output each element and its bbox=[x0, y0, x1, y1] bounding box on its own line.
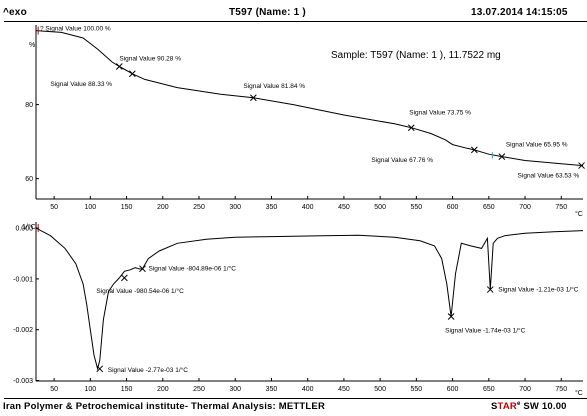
y-tick-label: 60 bbox=[25, 176, 33, 183]
software-prefix: S bbox=[491, 401, 498, 413]
tga-marker-label: Signal Value 63.53 % bbox=[518, 173, 580, 180]
tga-marker bbox=[578, 162, 585, 169]
x-axis-label: °C bbox=[575, 210, 583, 218]
data-line-dtg bbox=[35, 227, 584, 371]
x-tick-label: 150 bbox=[121, 204, 133, 211]
x-tick-label: 250 bbox=[193, 386, 205, 393]
x-tick-label: 450 bbox=[338, 204, 350, 211]
tga-marker-label: Signal Value 88.33 % bbox=[50, 81, 112, 88]
institute-label: Iran Polymer & Petrochemical institute- … bbox=[3, 401, 326, 412]
y-tick-label: 0.000 bbox=[15, 226, 33, 233]
x-tick-label: 300 bbox=[229, 204, 241, 211]
x-tick-label: 200 bbox=[157, 386, 169, 393]
y-tick-label: -0.002 bbox=[13, 327, 33, 334]
software-sup: e bbox=[516, 401, 521, 407]
x-tick-label: 600 bbox=[447, 204, 459, 211]
x-tick-label: 400 bbox=[302, 204, 314, 211]
x-tick-label: 100 bbox=[84, 386, 96, 393]
datetime: 13.07.2014 14:15:05 bbox=[471, 7, 568, 18]
tga-marker-label: Signal Value 73.75 % bbox=[409, 110, 471, 117]
y-tick-label: -0.003 bbox=[13, 378, 33, 385]
tga-marker bbox=[129, 70, 136, 78]
dtg-marker-label: Signal Value -804.89e-06 1/°C bbox=[149, 265, 237, 273]
tga-marker-label: Signal Value 81.84 % bbox=[243, 83, 305, 90]
header-rule bbox=[4, 21, 587, 22]
x-tick-label: 500 bbox=[374, 386, 386, 393]
x-tick-label: 450 bbox=[338, 386, 350, 393]
x-tick-label: 550 bbox=[411, 204, 423, 211]
tga-marker bbox=[407, 124, 415, 132]
dtg-marker-label: Signal Value -980.54e-06 1/°C bbox=[96, 287, 184, 295]
exo-label: ^exo bbox=[3, 7, 27, 18]
software-suffix: SW 10.00 bbox=[520, 401, 567, 413]
x-tick-label: 200 bbox=[157, 204, 169, 211]
x-tick-label: 300 bbox=[229, 386, 241, 393]
tga-marker bbox=[498, 153, 506, 160]
dtg-marker bbox=[447, 313, 455, 320]
dtg-marker bbox=[96, 365, 104, 373]
sample-title: T597 (Name: 1 ) bbox=[229, 7, 306, 18]
x-tick-label: 150 bbox=[121, 386, 133, 393]
tga-marker-label: Signal Value 67.76 % bbox=[371, 157, 433, 164]
tga-marker bbox=[470, 146, 478, 154]
x-tick-label: 50 bbox=[50, 204, 58, 211]
dtg-marker-label: Signal Value -1.21e-03 1/°C bbox=[498, 286, 578, 294]
x-tick-label: 250 bbox=[193, 204, 205, 211]
data-line-tga bbox=[35, 30, 584, 167]
x-tick-label: 550 bbox=[411, 386, 423, 393]
dtg-marker-label: Signal Value -2.77e-03 1/°C bbox=[108, 366, 188, 374]
sample-annotation: Sample: T597 (Name: 1 ), 11.7522 mg bbox=[331, 50, 501, 61]
x-tick-label: 700 bbox=[519, 386, 531, 393]
dtg-marker bbox=[486, 286, 494, 293]
x-tick-label: 100 bbox=[84, 204, 96, 211]
footer-rule bbox=[4, 398, 587, 399]
tga-marker bbox=[115, 63, 123, 70]
tga-marker-label: ? Signal Value 100.00 % bbox=[40, 26, 111, 33]
x-axis-label: °C bbox=[575, 389, 583, 397]
software-accent: TAR bbox=[497, 401, 517, 413]
y-axis-label: % bbox=[29, 42, 35, 49]
dtg-marker bbox=[121, 274, 128, 282]
x-tick-label: 750 bbox=[555, 204, 567, 211]
x-tick-label: 350 bbox=[266, 386, 278, 393]
x-tick-label: 750 bbox=[555, 386, 567, 393]
x-tick-label: 600 bbox=[447, 386, 459, 393]
dtg-marker bbox=[139, 265, 146, 273]
x-tick-label: 650 bbox=[483, 386, 495, 393]
x-tick-label: 500 bbox=[374, 204, 386, 211]
tga-marker-label: Signal Value 65.95 % bbox=[506, 142, 568, 149]
tga-marker-label: Signal Value 90.28 % bbox=[119, 56, 181, 63]
y-tick-label: 80 bbox=[25, 102, 33, 109]
x-tick-label: 50 bbox=[50, 386, 58, 393]
tga-marker bbox=[249, 94, 257, 102]
x-tick-label: 650 bbox=[483, 204, 495, 211]
x-tick-label: 350 bbox=[266, 204, 278, 211]
x-tick-label: 400 bbox=[302, 386, 314, 393]
y-tick-label: -0.001 bbox=[13, 276, 33, 283]
y-axis-label: 1/°C bbox=[22, 223, 36, 231]
software-label: STARe SW 10.00 bbox=[491, 401, 567, 412]
x-tick-label: 700 bbox=[519, 204, 531, 211]
dtg-marker-label: Signal Value -1.74e-03 1/°C bbox=[445, 326, 525, 334]
